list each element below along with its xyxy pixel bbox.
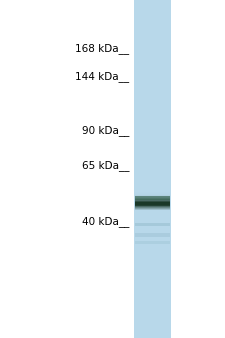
Bar bbox=[135, 208, 170, 209]
Bar bbox=[135, 201, 170, 202]
Bar bbox=[135, 204, 170, 205]
Bar bbox=[135, 194, 170, 195]
Bar bbox=[135, 207, 170, 208]
Bar bbox=[135, 209, 170, 210]
Bar bbox=[135, 199, 170, 200]
Bar bbox=[135, 200, 170, 201]
Text: 90 kDa__: 90 kDa__ bbox=[82, 125, 129, 136]
Bar bbox=[135, 197, 170, 198]
Text: 65 kDa__: 65 kDa__ bbox=[82, 160, 129, 171]
Bar bbox=[135, 202, 170, 203]
Bar bbox=[135, 196, 170, 200]
Text: 144 kDa__: 144 kDa__ bbox=[75, 71, 129, 81]
Bar bbox=[135, 198, 170, 199]
Bar bbox=[135, 195, 170, 196]
Bar bbox=[135, 241, 170, 244]
Bar bbox=[135, 196, 170, 197]
Bar bbox=[135, 206, 170, 207]
Bar bbox=[135, 192, 170, 193]
Bar bbox=[135, 233, 170, 237]
Bar bbox=[135, 193, 170, 194]
Bar bbox=[135, 194, 170, 195]
Bar bbox=[135, 203, 170, 204]
Text: 40 kDa__: 40 kDa__ bbox=[82, 216, 129, 227]
Bar bbox=[135, 205, 170, 206]
Bar bbox=[135, 223, 170, 226]
Bar bbox=[134, 0, 171, 338]
Text: 168 kDa__: 168 kDa__ bbox=[75, 44, 129, 54]
